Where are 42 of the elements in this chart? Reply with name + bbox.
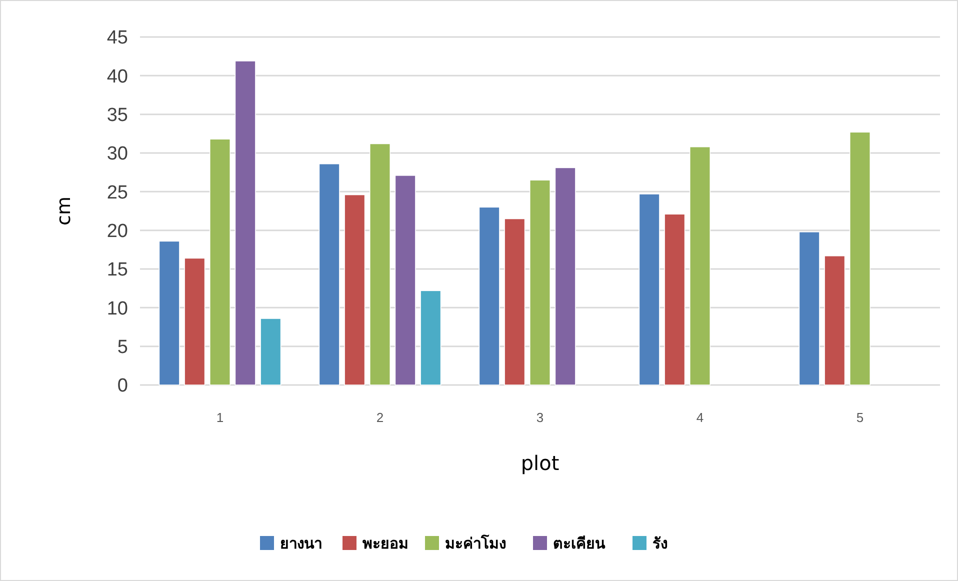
y-tick-label: 0 (117, 376, 128, 397)
bar (209, 138, 231, 386)
legend-label: ตะเคียน (553, 534, 606, 552)
bar (369, 143, 391, 386)
bar (529, 180, 551, 386)
y-tick-label: 5 (117, 336, 128, 358)
x-tick-label: 5 (856, 410, 864, 425)
bar (420, 290, 442, 386)
y-tick-label: 15 (106, 260, 128, 281)
bar (234, 60, 256, 386)
x-tick-label: 1 (216, 410, 224, 425)
bar (184, 258, 206, 386)
y-tick-label: 35 (106, 104, 128, 126)
bar (478, 206, 500, 386)
bar (664, 214, 686, 386)
y-tick-label: 10 (106, 298, 128, 320)
legend-label: ยางนา (280, 534, 322, 552)
bar (798, 231, 820, 386)
legend-label: รัง (652, 534, 668, 552)
legend-label: พะยอม (362, 534, 408, 552)
x-tick-label: 4 (696, 410, 704, 425)
bar (824, 255, 846, 386)
x-axis-title: plot (520, 451, 560, 475)
y-axis-title: cm (53, 196, 75, 226)
y-tick-label: 30 (106, 144, 128, 165)
x-tick-label: 2 (376, 410, 384, 425)
bar (260, 318, 282, 386)
y-tick-label: 20 (106, 220, 128, 242)
y-tick-label: 25 (106, 182, 128, 204)
bar (689, 146, 711, 386)
bar (394, 175, 416, 386)
bar (504, 218, 526, 386)
bar (344, 194, 366, 386)
y-tick-label: 45 (106, 28, 128, 49)
bar (849, 132, 871, 386)
x-tick-label: 3 (536, 410, 544, 425)
bar (158, 240, 180, 386)
bar (318, 163, 340, 386)
legend-label: มะค่าโมง (445, 533, 506, 552)
bar (638, 194, 660, 386)
y-tick-label: 40 (106, 66, 128, 88)
bar (554, 167, 576, 386)
